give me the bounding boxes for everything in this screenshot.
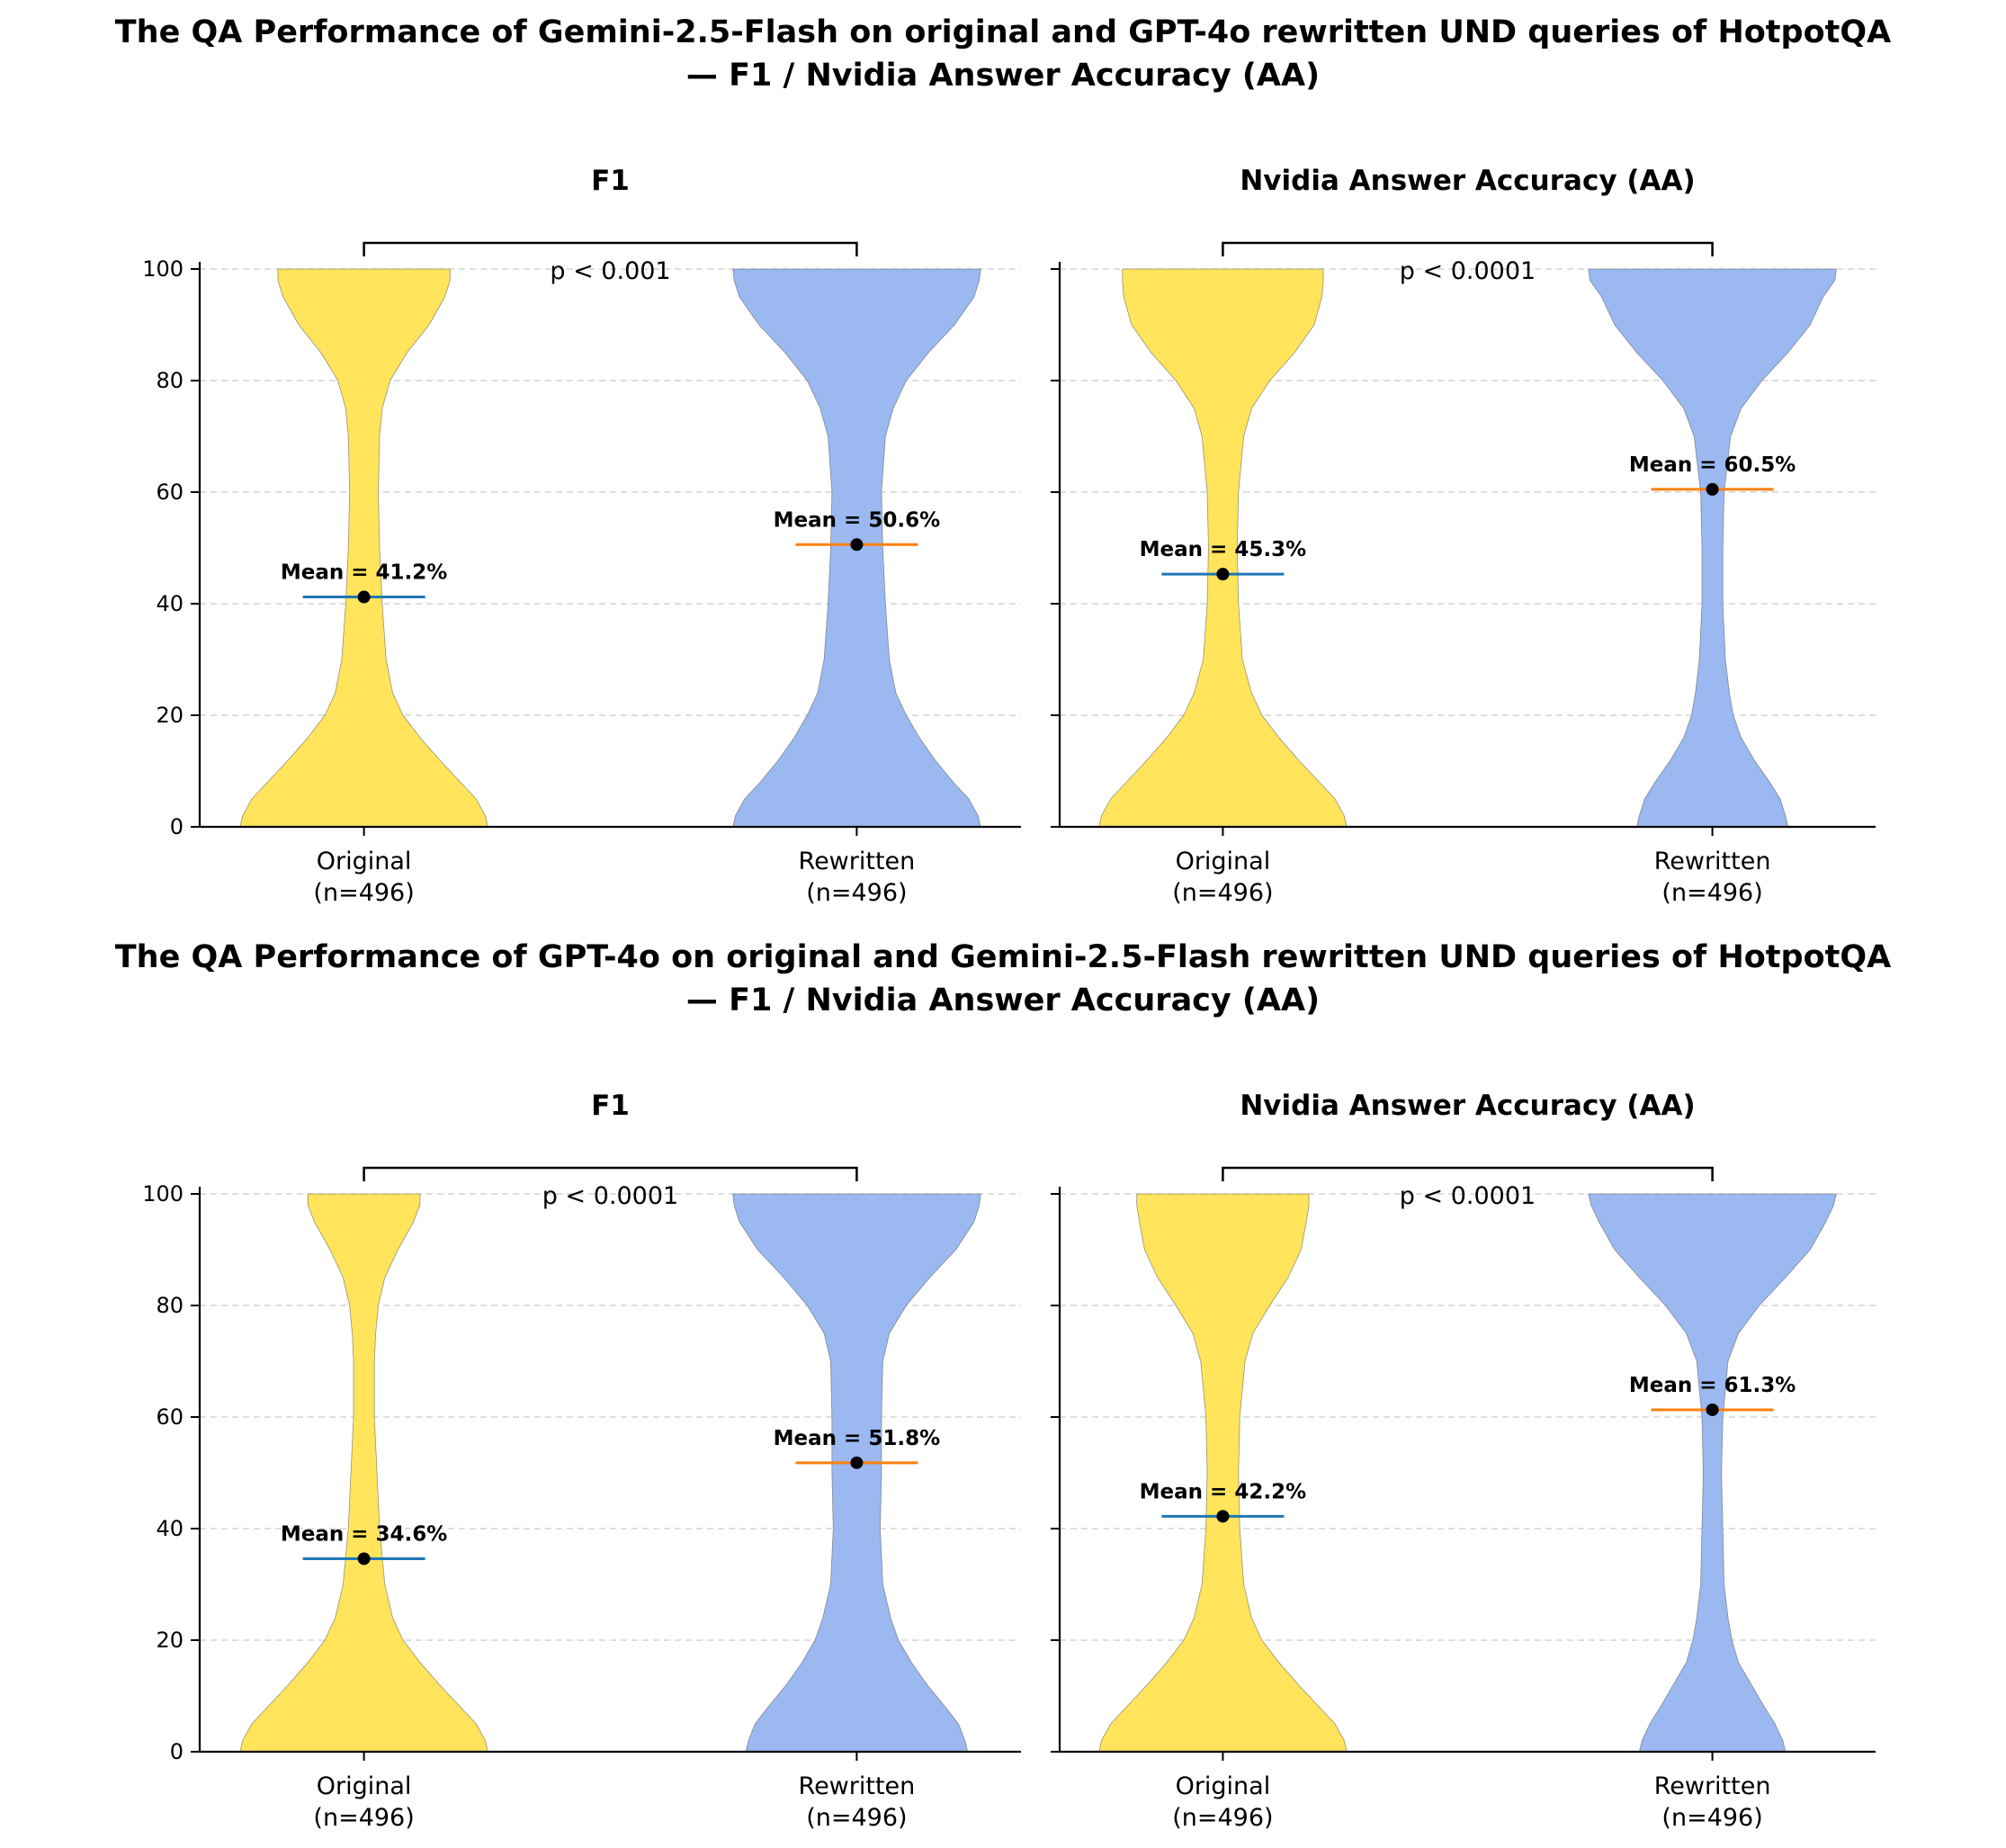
panel-2-violin-original (1098, 268, 1348, 828)
figure-1-title-line2: — F1 / Nvidia Answer Accuracy (AA) (685, 58, 1321, 94)
panel-2-xtick-label-original: Original (1176, 848, 1271, 875)
panel-4-xtick-label-rewritten: Rewritten (1654, 1772, 1771, 1800)
panel-1-xtick-label-original: Original (317, 848, 412, 875)
panel-2-violin-rewritten (1588, 268, 1837, 828)
panel-3-title: F1 (591, 1090, 630, 1122)
panel-1-xtick-label-rewritten: Rewritten (799, 848, 916, 875)
panel-4-violin-rewritten (1588, 1193, 1837, 1753)
panel-3-ytick-label: 20 (156, 1628, 184, 1653)
figure-2-title-line2: — F1 / Nvidia Answer Accuracy (AA) (685, 982, 1321, 1018)
panel-4-significance-bracket (1222, 1166, 1714, 1181)
panel-4-mean-point-rewritten (1706, 1403, 1719, 1416)
panel-2-xtick-count-original: (n=496) (1172, 879, 1273, 907)
figure-1-title-line1: The QA Performance of Gemini-2.5-Flash o… (114, 14, 1892, 50)
panel-1-violin-original (239, 268, 488, 828)
panel-4-mean-label-original: Mean = 42.2% (1140, 1480, 1306, 1503)
panel-1-mean-label-original: Mean = 41.2% (281, 561, 447, 585)
panel-3-xtick-label-original: Original (317, 1772, 412, 1800)
panel-1-p-value: p < 0.001 (550, 257, 670, 285)
panel-3-p-value: p < 0.0001 (542, 1182, 678, 1210)
panel-2-mean-point-original (1216, 568, 1230, 581)
panel-3-mean-label-rewritten: Mean = 51.8% (774, 1427, 940, 1450)
panel-2-mean-point-rewritten (1706, 482, 1719, 496)
panel-4-mean-point-original (1216, 1510, 1230, 1523)
panel-1-ytick-label: 0 (170, 814, 184, 839)
panel-3-ytick-label: 0 (170, 1739, 184, 1764)
panel-1-title: F1 (591, 165, 630, 197)
panel-4-violin-original (1098, 1193, 1348, 1753)
figure-2-title: The QA Performance of GPT-4o on original… (0, 936, 2006, 1022)
panel-4-mean-label-rewritten: Mean = 61.3% (1629, 1374, 1796, 1397)
panel-3-significance-bracket (363, 1166, 858, 1181)
panel-2-xtick-count-rewritten: (n=496) (1661, 879, 1762, 907)
panel-4-xtick-count-rewritten: (n=496) (1661, 1804, 1762, 1832)
panel-3-mean-label-original: Mean = 34.6% (281, 1522, 447, 1546)
panel-2-xtick-label-rewritten: Rewritten (1654, 848, 1771, 875)
panel-3-mean-point-original (357, 1552, 371, 1565)
panel-1-ytick-label: 60 (156, 480, 184, 505)
panel-3-ytick-label: 40 (156, 1516, 184, 1541)
panel-1-ytick-label: 100 (142, 256, 184, 282)
panel-3-xtick-count-rewritten: (n=496) (806, 1804, 907, 1832)
panel-2-p-value: p < 0.0001 (1400, 257, 1536, 285)
panel-1-xtick-count-rewritten: (n=496) (806, 879, 907, 907)
panel-4-p-value: p < 0.0001 (1400, 1182, 1536, 1210)
panel-2-mean-label-rewritten: Mean = 60.5% (1629, 453, 1796, 477)
panel-4-xtick-count-original: (n=496) (1172, 1804, 1273, 1832)
panel-1-mean-label-rewritten: Mean = 50.6% (774, 508, 940, 532)
figure-1-title: The QA Performance of Gemini-2.5-Flash o… (0, 11, 2006, 97)
panel-4-title: Nvidia Answer Accuracy (AA) (1240, 1090, 1695, 1122)
panel-3-violin-original (239, 1193, 488, 1753)
figure-2-title-line1: The QA Performance of GPT-4o on original… (114, 939, 1892, 975)
panel-1-ytick-label: 40 (156, 591, 184, 616)
panel-3-ytick-label: 60 (156, 1404, 184, 1430)
panel-1-mean-point-original (357, 590, 371, 604)
panel-3-ytick-label: 80 (156, 1293, 184, 1318)
panel-3-mean-point-rewritten (850, 1456, 864, 1469)
panel-3-xtick-count-original: (n=496) (313, 1804, 414, 1832)
panel-3-violin-rewritten (732, 1193, 981, 1753)
panel-1-mean-point-rewritten (850, 538, 864, 552)
panel-1-xtick-count-original: (n=496) (313, 879, 414, 907)
panel-2-mean-label-original: Mean = 45.3% (1140, 538, 1306, 561)
panel-3-xtick-label-rewritten: Rewritten (799, 1772, 916, 1800)
panel-1-significance-bracket (363, 241, 858, 256)
panel-2-significance-bracket (1222, 241, 1714, 256)
panel-1-ytick-label: 80 (156, 368, 184, 393)
panel-2-title: Nvidia Answer Accuracy (AA) (1240, 165, 1695, 197)
panel-3-ytick-label: 100 (142, 1181, 184, 1207)
panel-1-ytick-label: 20 (156, 703, 184, 728)
panel-4-xtick-label-original: Original (1176, 1772, 1271, 1800)
